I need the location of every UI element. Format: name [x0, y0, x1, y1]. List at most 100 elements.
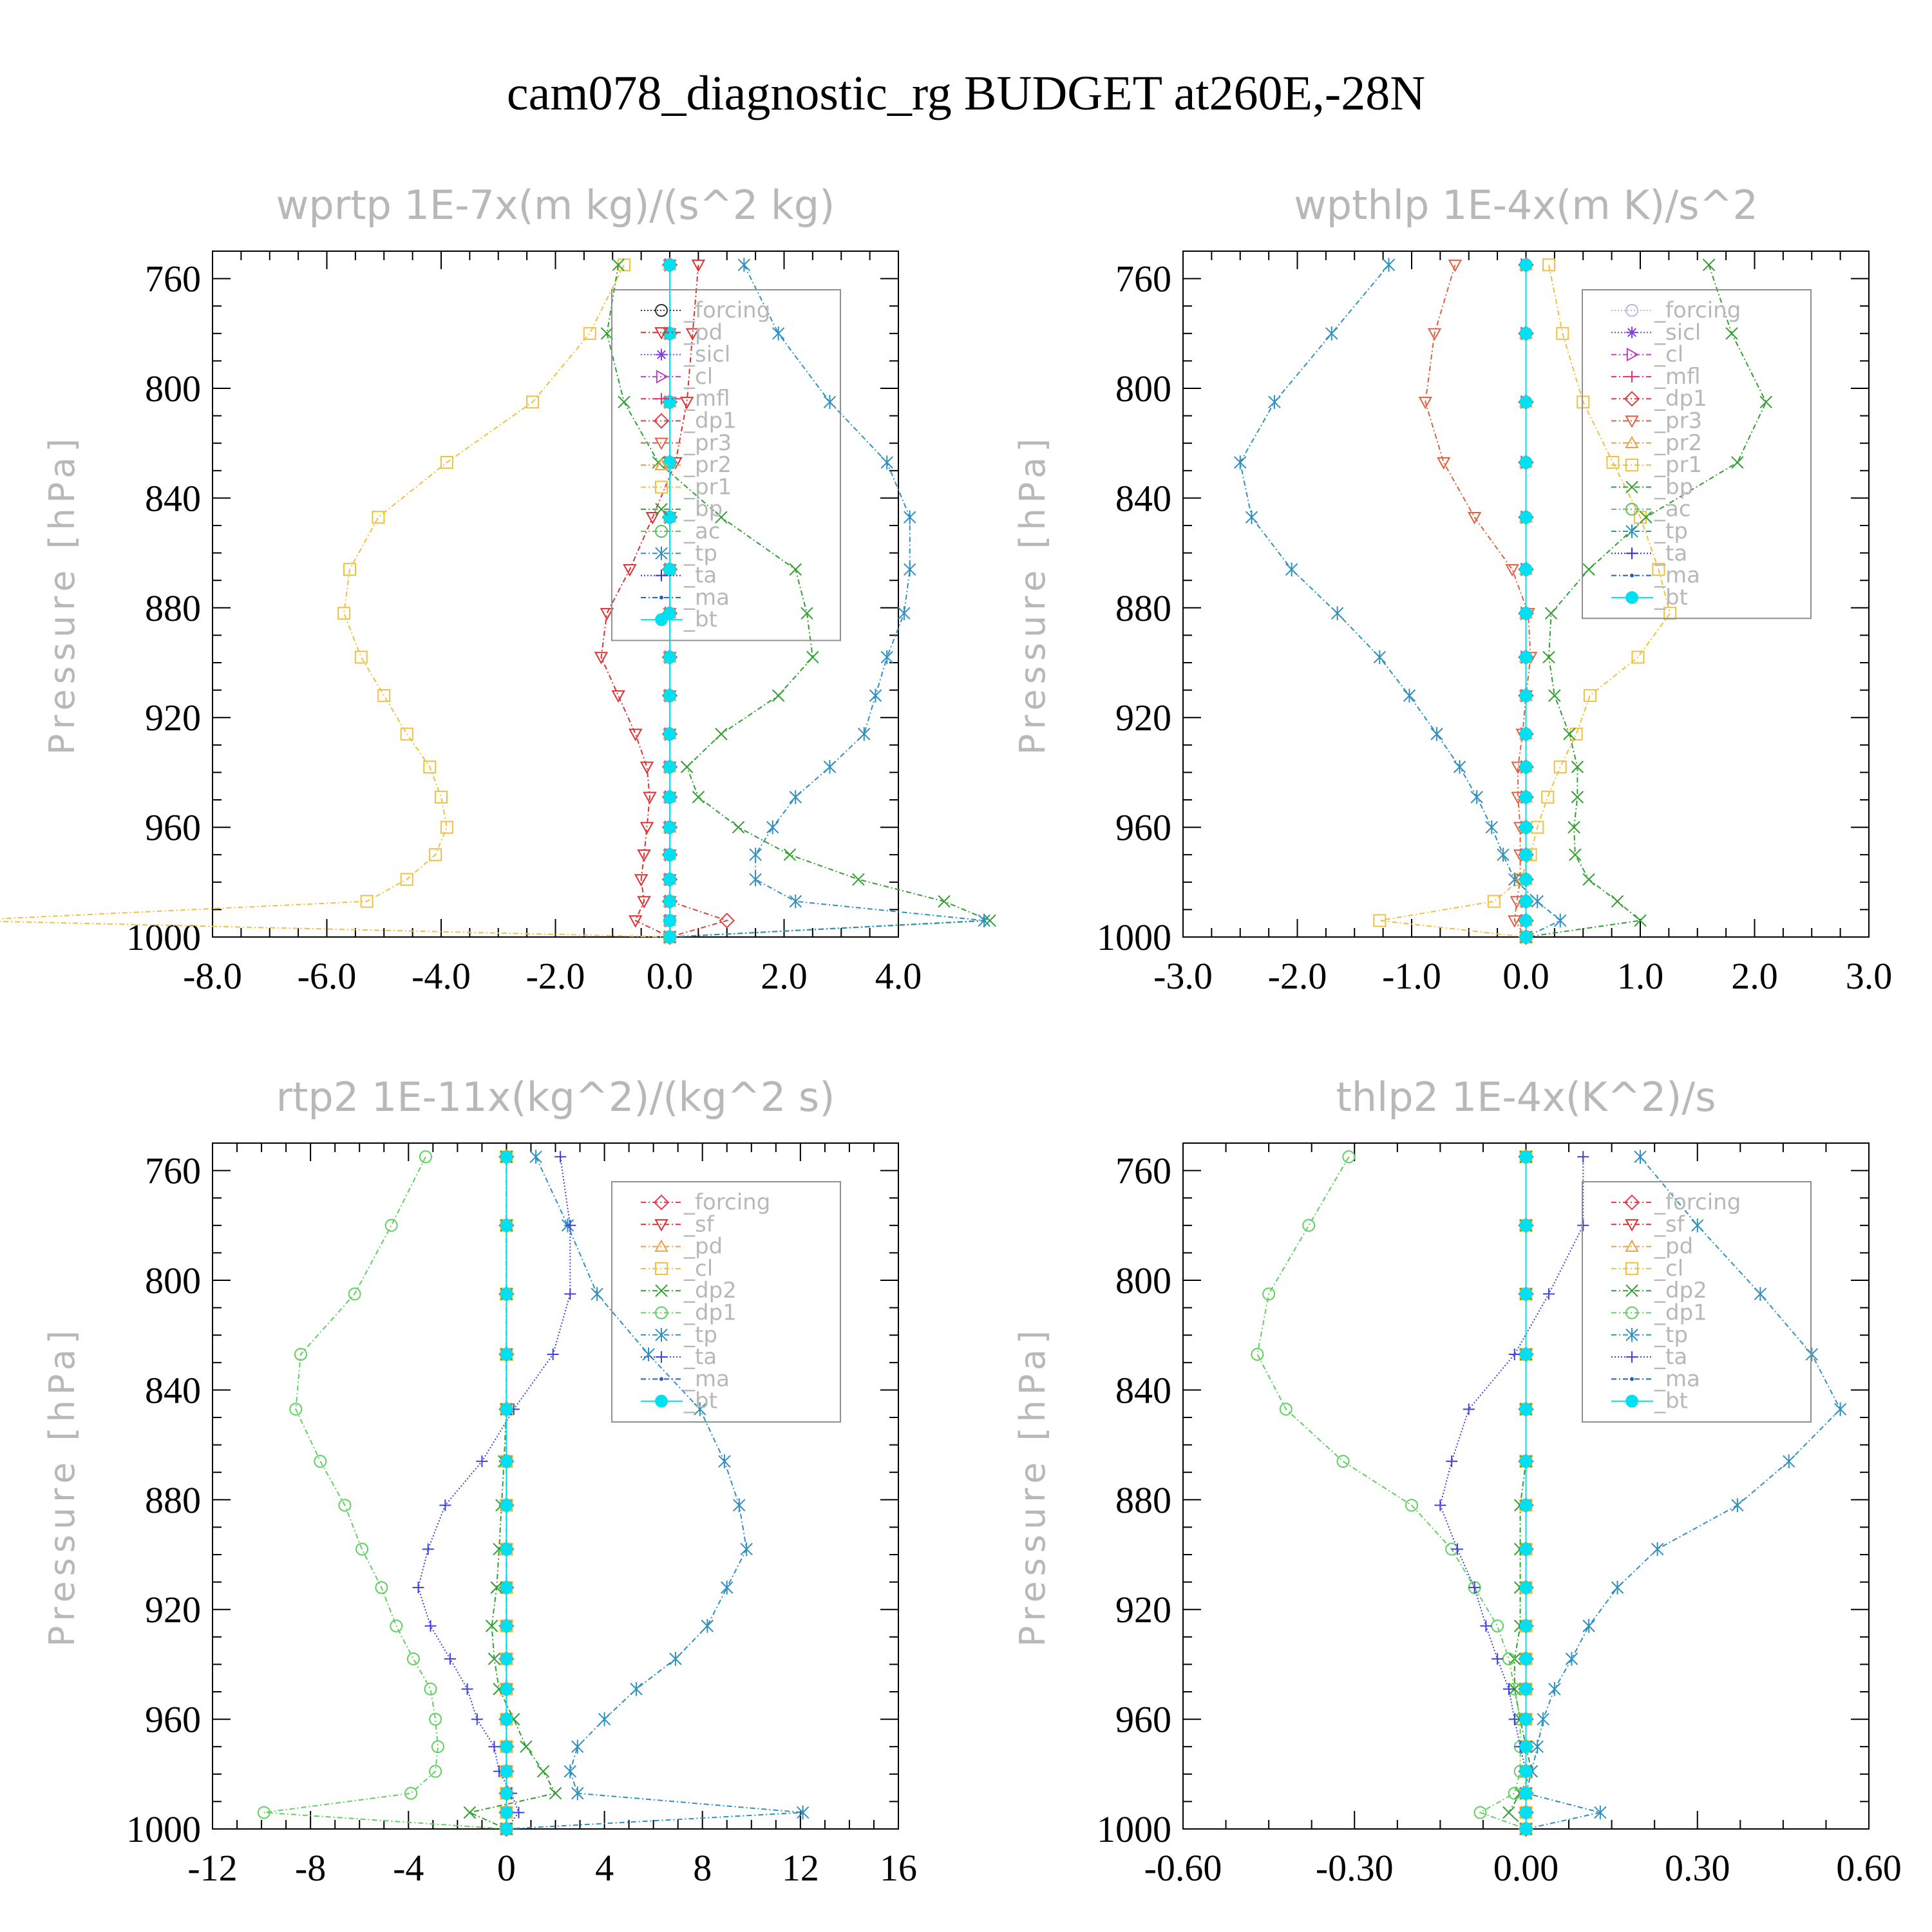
- data-point_bt: [500, 1455, 513, 1468]
- data-point_dp2: [463, 1806, 477, 1819]
- series-line_pr3: [1425, 265, 1531, 938]
- series-line_bp: [606, 265, 990, 938]
- legend-label_dp1: _dp1: [1654, 1300, 1707, 1326]
- legend-marker_pr2: [654, 458, 668, 471]
- y-tick-label: 920: [145, 1589, 201, 1631]
- data-point_bt: [663, 895, 676, 908]
- data-point_pd: [637, 896, 651, 909]
- y-tick-label: 880: [145, 587, 201, 629]
- y-tick-label: 840: [145, 1369, 201, 1411]
- series-group: [0, 257, 996, 945]
- data-point_bt: [1519, 1150, 1533, 1164]
- data-point_dp1: [1262, 1287, 1276, 1301]
- data-point_bp: [1563, 728, 1576, 741]
- data-point_bt: [500, 1740, 513, 1754]
- legend-marker_bt: [1625, 1394, 1638, 1408]
- legend-label_bp: _bp: [1654, 474, 1693, 500]
- x-tick-label: -2.0: [1268, 955, 1327, 997]
- data-point_tp: [529, 1150, 542, 1164]
- data-point_tp: [1285, 562, 1298, 576]
- data-point_dp2: [1502, 1806, 1515, 1819]
- data-point_ta: [1577, 1151, 1589, 1163]
- legend-label_ma: _ma: [1654, 563, 1700, 589]
- legend-label_forcing: _forcing: [1654, 298, 1741, 323]
- data-point_ta: [439, 1499, 451, 1511]
- data-point_bt: [500, 1765, 513, 1778]
- data-point_dp1: [314, 1455, 327, 1468]
- data-point_bp: [1544, 607, 1558, 620]
- legend-label_dp1: _dp1: [683, 1300, 737, 1326]
- data-point_pr1: [1542, 258, 1555, 272]
- data-point_ta: [476, 1455, 488, 1468]
- data-point_ta: [412, 1582, 424, 1594]
- data-point_bt: [500, 1403, 513, 1416]
- series-line_tp: [506, 1156, 803, 1830]
- legend: _forcing_sf_pd_cl_dp2_dp1_tp_ta_ma_bt: [611, 1181, 841, 1423]
- legend-marker_bp: [655, 502, 668, 516]
- y-tick-label: 1000: [1097, 916, 1171, 958]
- legend-label_ta: _ta: [683, 1344, 717, 1370]
- data-point_pr3: [1467, 512, 1482, 525]
- data-point_pr1: [400, 873, 413, 886]
- data-point_bt: [663, 258, 676, 272]
- data-point_dp2: [549, 1786, 562, 1800]
- legend-marker_cl: [1625, 1262, 1638, 1275]
- data-point_ta: [554, 1151, 567, 1163]
- data-point_ta: [471, 1713, 483, 1725]
- x-tick-label: -12: [187, 1847, 237, 1889]
- x-tick-label: -2.0: [526, 955, 585, 997]
- data-point_pr1: [440, 820, 453, 834]
- data-point_ta: [1480, 1620, 1492, 1632]
- data-point_bt: [1519, 1740, 1533, 1754]
- data-point_dp1: [355, 1542, 369, 1556]
- data-point_tp: [740, 1542, 753, 1557]
- data-point_pd: [600, 608, 614, 621]
- series-line_dp1: [1256, 1156, 1526, 1830]
- data-point_pr1: [1541, 790, 1555, 804]
- data-point_pr1: [354, 650, 368, 664]
- data-point_bp: [732, 820, 745, 834]
- data-point_bp: [1567, 820, 1580, 834]
- series-line_pr1: [0, 264, 670, 938]
- data-point_ta: [564, 1288, 576, 1300]
- data-point_tp: [1470, 790, 1483, 804]
- data-point_tp: [571, 1786, 584, 1801]
- data-point_pr1: [377, 689, 391, 703]
- legend-marker_cl: [656, 370, 669, 384]
- data-point_bp: [1548, 689, 1561, 702]
- data-point_tp: [904, 562, 916, 576]
- data-point_tp: [880, 650, 893, 665]
- data-point_pd: [639, 822, 654, 835]
- data-point_dp1: [375, 1581, 388, 1595]
- data-point_bt: [1519, 1455, 1533, 1468]
- data-point_bp: [652, 456, 665, 469]
- y-tick-label: 760: [145, 1150, 201, 1192]
- data-point_bt: [500, 1218, 513, 1232]
- y-tick-label: 760: [1115, 258, 1171, 300]
- legend-marker_ta: [1626, 547, 1638, 560]
- legend-box: [1582, 289, 1812, 620]
- data-point_pr1: [1373, 914, 1387, 927]
- data-point_ta: [461, 1683, 473, 1695]
- data-point_pr1: [1577, 395, 1590, 409]
- y-tick-label: 880: [145, 1479, 201, 1521]
- data-point_bt: [1519, 395, 1533, 409]
- data-point_tp: [749, 848, 762, 862]
- data-point_pr1: [400, 727, 413, 741]
- legend-marker_dp2: [1625, 1284, 1638, 1297]
- legend-label_ma: _ma: [1654, 1366, 1700, 1392]
- data-point_bt: [663, 327, 676, 340]
- data-point_dp1: [1302, 1218, 1316, 1232]
- data-point_bt: [1519, 1287, 1533, 1301]
- data-point_tp: [571, 1739, 584, 1754]
- legend-label_pr2: _pr2: [1654, 430, 1702, 456]
- legend-box: [611, 1181, 841, 1423]
- data-point_bt: [1519, 873, 1533, 886]
- y-tick-label: 920: [1115, 697, 1171, 739]
- legend-label_cl: _cl: [1654, 342, 1683, 368]
- y-axis-label: Pressure [hPa]: [1012, 433, 1053, 755]
- data-point_bt: [500, 1682, 513, 1696]
- legend-label_tp: _tp: [1654, 518, 1688, 544]
- legend-marker_ta: [656, 1351, 667, 1363]
- data-point_tp: [1594, 1805, 1607, 1820]
